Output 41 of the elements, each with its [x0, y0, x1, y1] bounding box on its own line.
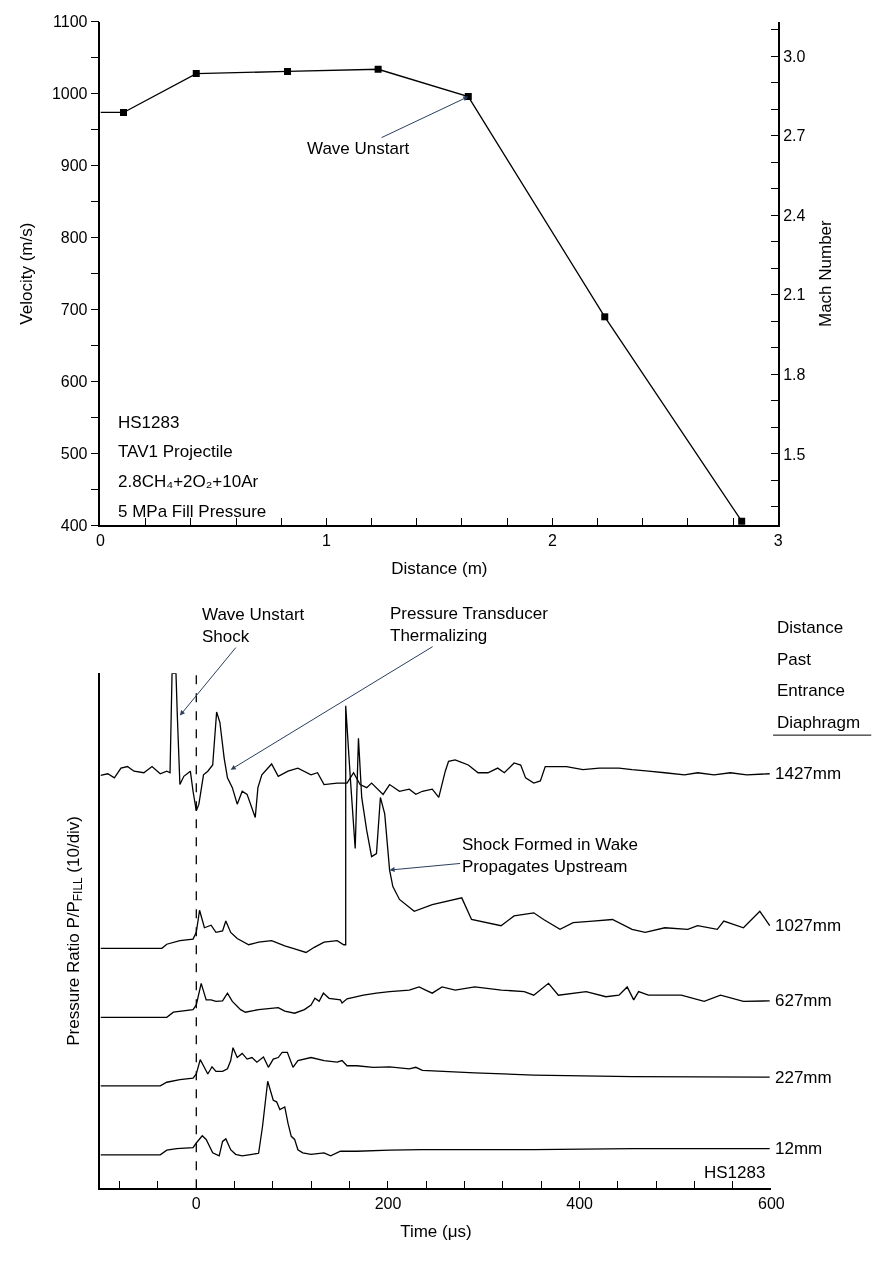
annotation: 2.8CH₄+2O₂+10Ar: [118, 472, 259, 491]
y-tick-label: 1000: [51, 85, 88, 103]
y-tick-label: 400: [60, 517, 88, 535]
annotation: 5 MPa Fill Pressure: [118, 502, 267, 521]
y2-tick-label: 2.7: [783, 127, 806, 145]
annotation: Pressure Transducer Thermalizing: [390, 604, 549, 646]
x-tick-label: 0: [191, 1195, 201, 1213]
y-axis-title: Velocity (m/s): [16, 222, 36, 325]
y-tick-label: 500: [60, 445, 88, 463]
y2-axis-title: Mach Number: [816, 219, 836, 328]
annotation: HS1283: [118, 413, 180, 432]
x-tick-label: 1: [321, 532, 331, 550]
y2-tick-label: 1.5: [783, 445, 806, 463]
y-tick-label: 900: [60, 157, 88, 175]
x-tick-label: 3: [773, 532, 783, 550]
y2-tick-label: 3.0: [783, 47, 806, 65]
x-tick-label: 600: [757, 1195, 785, 1213]
y2-tick-label: 1.8: [783, 365, 806, 383]
annotation: TAV1 Projectile: [118, 442, 233, 461]
x-tick-label: 400: [566, 1195, 594, 1213]
y2-tick-label: 2.4: [783, 206, 806, 224]
annotation: Shock Formed in Wake Propagates Upstream: [462, 835, 639, 877]
x-tick-label: 200: [374, 1195, 402, 1213]
x-tick-label: 2: [547, 532, 557, 550]
series-label: 1027mm: [775, 916, 842, 935]
annotation: Wave Unstart Shock: [202, 605, 305, 647]
series-label: 227mm: [775, 1068, 832, 1087]
x-axis-title: Time (μs): [400, 1222, 472, 1242]
y-tick-label: 600: [60, 373, 88, 391]
series-label: 627mm: [775, 991, 832, 1010]
y-tick-label: 700: [60, 301, 88, 319]
x-tick-label: 0: [96, 532, 106, 550]
annotation: HS1283: [704, 1163, 766, 1182]
x-axis-title: Distance (m): [391, 559, 488, 579]
y-tick-label: 1100: [53, 13, 88, 31]
y2-tick-label: 2.1: [783, 286, 806, 304]
text: Distance Past Entrance Diaphragm: [777, 618, 861, 732]
y-tick-label: 800: [60, 229, 88, 247]
annotation: Wave Unstart: [307, 139, 410, 158]
series-label: 1427mm: [775, 764, 842, 783]
series-label: 12mm: [775, 1139, 823, 1158]
